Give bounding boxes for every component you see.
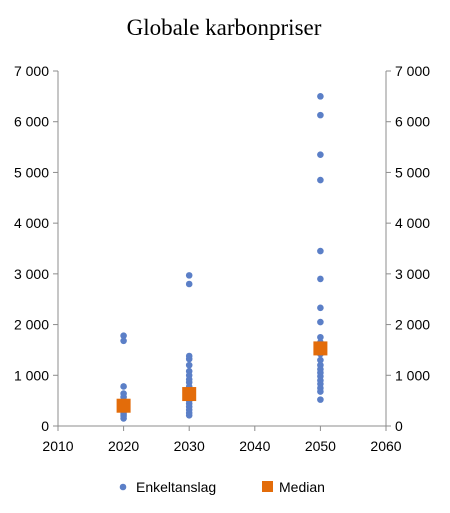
- y-tick-label-left: 2 000: [14, 317, 49, 333]
- y-tick-label-right: 5 000: [395, 164, 430, 180]
- data-point: [185, 272, 193, 279]
- y-tick-label-left: 1 000: [14, 367, 49, 383]
- y-tick-label-right: 2 000: [395, 317, 430, 333]
- y-tick-label-left: 3 000: [14, 266, 49, 282]
- legend-label-enkeltanslag: Enkeltanslag: [136, 479, 216, 495]
- data-point: [185, 355, 193, 363]
- y-tick-label-left: 4 000: [14, 215, 49, 231]
- y-tick-label-right: 1 000: [395, 367, 430, 383]
- x-tick-label: 2030: [174, 438, 205, 454]
- data-point: [120, 415, 127, 422]
- right-y-axis: 0 1 000 2 000 3 000 4 000 5 000 6 000 7 000: [386, 63, 430, 434]
- x-tick-label: 2010: [42, 438, 73, 454]
- data-point: [120, 383, 127, 390]
- data-point: [317, 356, 324, 364]
- data-point: [185, 361, 193, 369]
- data-point: [317, 304, 324, 312]
- data-point: [317, 318, 324, 326]
- legend-label-median: Median: [279, 479, 325, 495]
- data-point: [317, 396, 324, 403]
- data-point: [317, 151, 324, 158]
- data-point: [317, 333, 324, 341]
- y-tick-label-right: 3 000: [395, 266, 430, 282]
- y-tick-label-left: 6 000: [14, 114, 49, 130]
- data-point: [120, 337, 127, 345]
- legend-marker-median: [262, 481, 273, 492]
- data-point: [185, 412, 193, 419]
- plot-area: 0 1 000 2 000 3 000 4 000 5 000 6 000 7 000 0 1 …: [14, 63, 430, 454]
- data-point: [317, 93, 324, 100]
- data-point: [317, 111, 324, 119]
- points-layer: [120, 93, 324, 422]
- x-tick-label: 2050: [305, 438, 336, 454]
- chart-title: Globale karbonpriser: [127, 15, 322, 40]
- median-layer: [116, 341, 328, 413]
- left-y-axis: 0 1 000 2 000 3 000 4 000 5 000 6 000 7 000: [14, 63, 58, 434]
- data-point: [185, 280, 193, 288]
- x-tick-label: 2060: [370, 438, 401, 454]
- x-axis: 2010 2020 2030 2040 2050 2060: [42, 426, 402, 454]
- legend-marker-enkeltanslag: [119, 483, 127, 491]
- legend: Enkeltanslag Median: [119, 479, 325, 495]
- y-tick-label-right: 6 000: [395, 114, 430, 130]
- data-point: [120, 332, 127, 340]
- y-tick-label-right: 0: [395, 418, 403, 434]
- median-marker: [116, 398, 131, 413]
- y-tick-label-right: 7 000: [395, 63, 430, 79]
- data-point: [317, 176, 324, 184]
- y-tick-label-left: 0: [41, 418, 49, 434]
- data-point: [317, 275, 324, 283]
- x-tick-label: 2040: [239, 438, 270, 454]
- data-point: [317, 247, 324, 255]
- median-marker: [182, 387, 197, 402]
- data-point: [317, 388, 324, 395]
- y-tick-label-right: 4 000: [395, 215, 430, 231]
- y-tick-label-left: 7 000: [14, 63, 49, 79]
- median-marker: [313, 341, 328, 356]
- y-tick-label-left: 5 000: [14, 164, 49, 180]
- x-tick-label: 2020: [108, 438, 139, 454]
